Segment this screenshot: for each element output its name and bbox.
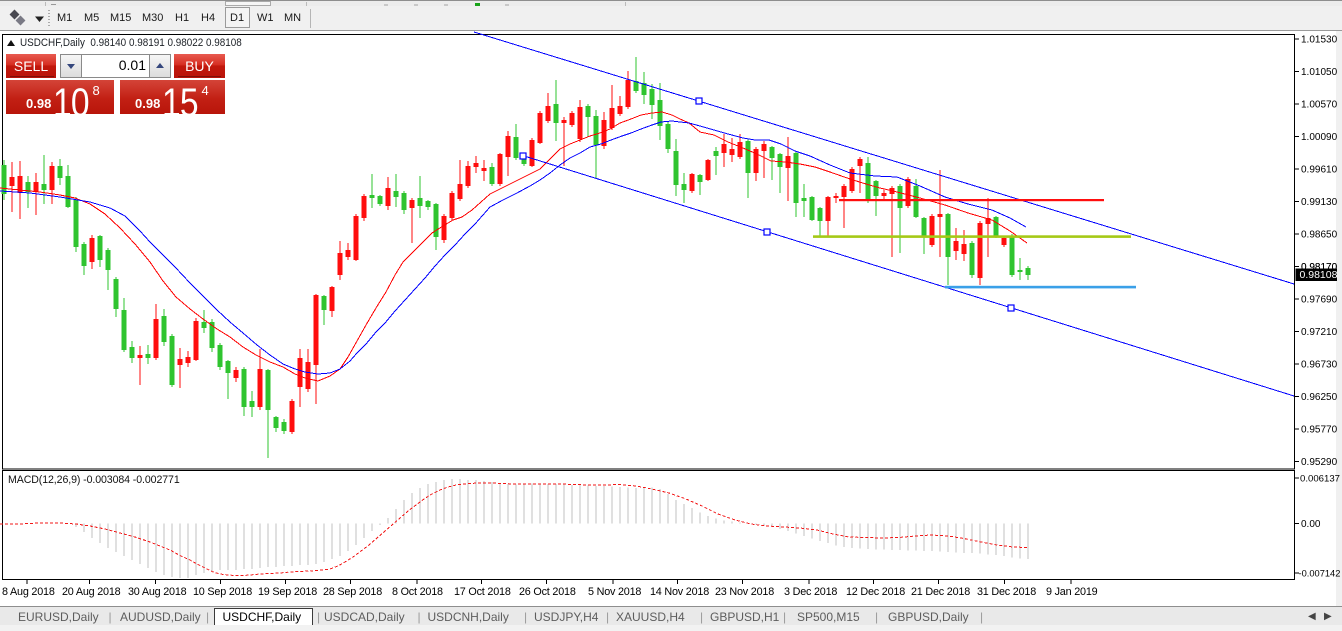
svg-text:0.96250: 0.96250 — [1301, 392, 1338, 403]
svg-text:MACD(12,26,9) -0.003084 -0.002: MACD(12,26,9) -0.003084 -0.002771 — [8, 474, 180, 486]
svg-text:0.006137: 0.006137 — [1300, 474, 1340, 485]
svg-text:1.00090: 1.00090 — [1301, 132, 1338, 143]
svg-text:14 Nov 2018: 14 Nov 2018 — [650, 586, 709, 598]
svg-text:1.00570: 1.00570 — [1301, 100, 1338, 111]
svg-text:31 Dec 2018: 31 Dec 2018 — [977, 586, 1036, 598]
svg-text:0.95770: 0.95770 — [1301, 425, 1338, 436]
svg-text:5 Nov 2018: 5 Nov 2018 — [588, 586, 641, 598]
svg-text:28 Sep 2018: 28 Sep 2018 — [323, 586, 382, 598]
svg-text:0.99130: 0.99130 — [1301, 197, 1338, 208]
svg-text:1.01530: 1.01530 — [1301, 35, 1338, 46]
svg-text:17 Oct 2018: 17 Oct 2018 — [454, 586, 511, 598]
svg-text:0.98650: 0.98650 — [1301, 230, 1338, 241]
svg-text:-0.007142: -0.007142 — [1299, 569, 1341, 579]
svg-text:0.97210: 0.97210 — [1301, 327, 1338, 338]
svg-text:0.97690: 0.97690 — [1301, 295, 1338, 306]
svg-text:0.98170: 0.98170 — [1301, 262, 1338, 273]
svg-text:21 Dec 2018: 21 Dec 2018 — [911, 586, 970, 598]
svg-text:30 Aug 2018: 30 Aug 2018 — [128, 586, 187, 598]
svg-text:0.98170: 0.98170 — [1301, 262, 1338, 273]
svg-text:8 Oct 2018: 8 Oct 2018 — [392, 586, 443, 598]
svg-text:12 Dec 2018: 12 Dec 2018 — [846, 586, 905, 598]
svg-text:9 Jan 2019: 9 Jan 2019 — [1046, 586, 1098, 598]
svg-text:0.98108: 0.98108 — [1300, 269, 1338, 281]
svg-text:3 Dec 2018: 3 Dec 2018 — [784, 586, 837, 598]
svg-text:23 Nov 2018: 23 Nov 2018 — [715, 586, 774, 598]
svg-text:0.99610: 0.99610 — [1301, 165, 1338, 176]
svg-text:0.00: 0.00 — [1301, 519, 1321, 530]
svg-text:20 Aug 2018: 20 Aug 2018 — [62, 586, 121, 598]
svg-text:10 Sep 2018: 10 Sep 2018 — [193, 586, 252, 598]
svg-text:8 Aug 2018: 8 Aug 2018 — [2, 586, 55, 598]
svg-text:0.95290: 0.95290 — [1301, 457, 1338, 468]
svg-text:1.01050: 1.01050 — [1301, 67, 1338, 78]
svg-text:0.96730: 0.96730 — [1301, 360, 1338, 371]
svg-text:26 Oct 2018: 26 Oct 2018 — [519, 586, 576, 598]
svg-text:19 Sep 2018: 19 Sep 2018 — [258, 586, 317, 598]
